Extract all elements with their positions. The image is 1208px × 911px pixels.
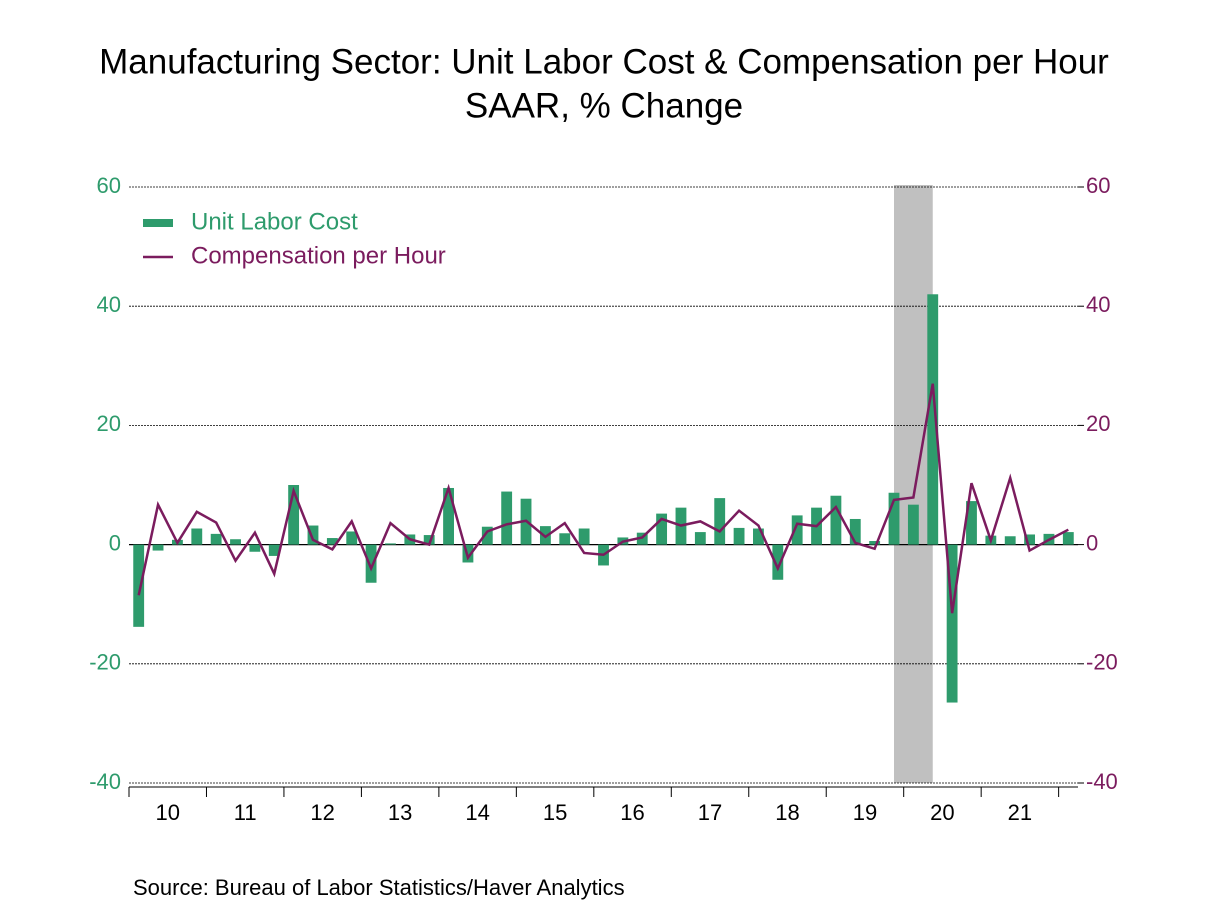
x-tick-label: 21 [1008, 800, 1032, 825]
bar [656, 513, 668, 545]
legend-label: Unit Labor Cost [191, 208, 358, 235]
y2-tick-label: 0 [1086, 530, 1098, 555]
y-tick-label: 0 [109, 530, 121, 555]
x-tick-label: 10 [155, 800, 179, 825]
bar [753, 528, 764, 545]
chart-title: Manufacturing Sector: Unit Labor Cost & … [99, 42, 1109, 81]
y-tick-label: 60 [97, 173, 121, 198]
bar [249, 544, 261, 552]
bar [946, 544, 958, 703]
x-tick-label: 13 [388, 800, 412, 825]
bar [346, 531, 358, 545]
bar [849, 518, 861, 545]
x-tick-label: 16 [620, 800, 644, 825]
bar [772, 544, 784, 580]
x-tick-label: 18 [775, 800, 799, 825]
y2-tick-label: 40 [1086, 292, 1110, 317]
x-tick-label: 15 [543, 800, 567, 825]
bar [1024, 534, 1036, 545]
x-tick-label: 14 [465, 800, 489, 825]
y-tick-label: 20 [97, 411, 121, 436]
y2-tick-label: 60 [1086, 173, 1110, 198]
y-tick-label: -20 [89, 650, 121, 675]
bar [830, 495, 842, 545]
bar [133, 544, 145, 627]
x-tick-label: 12 [310, 800, 334, 825]
bar [326, 538, 338, 545]
source-note: Source: Bureau of Labor Statistics/Haver… [133, 875, 625, 900]
bar [481, 526, 493, 545]
bar [423, 535, 435, 545]
y2-tick-label: -20 [1086, 650, 1118, 675]
bar [268, 544, 280, 556]
bar [210, 533, 222, 545]
bar [714, 498, 726, 545]
bar [869, 541, 881, 545]
recession-shade [894, 185, 933, 783]
bar [907, 504, 919, 545]
y2-tick-label: -40 [1086, 769, 1118, 794]
bar [365, 544, 377, 583]
bar [927, 294, 939, 545]
chart-subtitle: SAAR, % Change [465, 86, 743, 125]
bar [888, 492, 900, 545]
bar [501, 491, 513, 545]
legend-label: Compensation per Hour [191, 242, 446, 269]
bar [307, 525, 319, 545]
bar [1004, 536, 1016, 545]
bar [288, 485, 300, 545]
bar [559, 533, 571, 545]
bar [694, 532, 706, 545]
bar [578, 528, 590, 545]
legend-swatch [143, 219, 173, 227]
x-tick-label: 19 [853, 800, 877, 825]
y-tick-label: 40 [97, 292, 121, 317]
line [137, 383, 1069, 614]
y-tick-label: -40 [89, 769, 121, 794]
bar [191, 528, 203, 545]
bar [385, 543, 396, 545]
bar [733, 527, 745, 545]
bar [1062, 532, 1074, 545]
bar [966, 501, 977, 545]
x-tick-label: 17 [698, 800, 722, 825]
x-tick-label: 11 [234, 800, 257, 825]
y2-tick-label: 20 [1086, 411, 1110, 436]
bar [443, 487, 454, 545]
bar [230, 539, 241, 545]
bar [791, 515, 803, 545]
bar [152, 544, 164, 551]
x-tick-label: 20 [930, 800, 954, 825]
